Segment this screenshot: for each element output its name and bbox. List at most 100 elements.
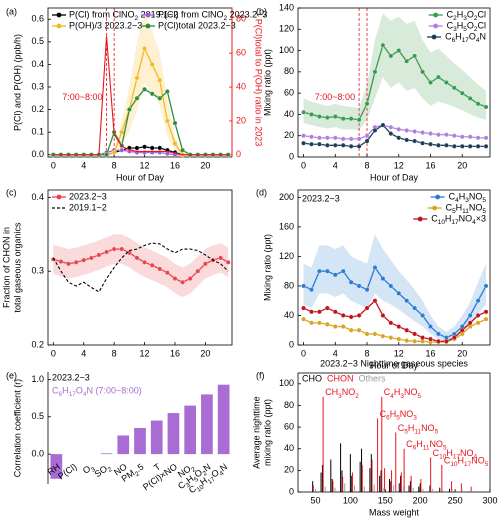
data-point xyxy=(388,320,394,326)
data-point xyxy=(420,130,425,135)
x-tick-label: 100 xyxy=(343,495,358,505)
y-tick-label: 120 xyxy=(279,24,294,34)
data-point xyxy=(428,336,433,342)
legend-label: 2019.1~2 xyxy=(69,202,107,212)
data-point xyxy=(325,115,330,120)
x-tick-label: 20 xyxy=(457,160,467,170)
data-point xyxy=(301,140,306,146)
y-tick-label: 80 xyxy=(284,66,294,76)
y-tick-label: 20 xyxy=(284,465,294,475)
data-point xyxy=(348,279,354,285)
data-point xyxy=(309,134,314,140)
y-axis-label: Correlation coefficient (r) xyxy=(12,379,22,477)
panel-label: (d) xyxy=(256,187,267,197)
data-point xyxy=(81,257,87,263)
data-point xyxy=(459,134,465,140)
data-point xyxy=(404,58,410,64)
data-point xyxy=(475,101,481,107)
data-point xyxy=(380,313,386,318)
data-point xyxy=(420,313,425,318)
x-axis-label: Hour of Day xyxy=(370,360,419,370)
y-tick-label: 0 xyxy=(289,486,294,496)
data-point xyxy=(340,116,346,122)
data-point xyxy=(348,116,354,122)
data-point xyxy=(332,309,338,315)
data-point xyxy=(157,266,163,272)
annotation: C6H17O4N (7:00~8:00) xyxy=(52,385,142,398)
legend-entry: P(Cl) from ClNO2 2023.2~3 xyxy=(141,9,267,22)
y-tick-label: 40 xyxy=(284,109,294,119)
data-point xyxy=(420,69,425,75)
data-point xyxy=(317,268,322,274)
data-point xyxy=(412,129,417,134)
data-point xyxy=(444,142,449,148)
y-tick-label: 20 xyxy=(284,130,294,140)
x-tick-label: P(Cl)×NO xyxy=(141,462,179,493)
y-tick-label: 0.5 xyxy=(31,36,44,46)
y-tick-label: 1.0 xyxy=(31,374,44,384)
y-tick-label: 60 xyxy=(284,88,294,98)
x-tick-label: 8 xyxy=(365,348,370,358)
data-point xyxy=(301,133,306,139)
data-point xyxy=(195,268,201,274)
y-tick-label: 200 xyxy=(279,192,294,202)
y-tick-label: 120 xyxy=(279,251,294,261)
legend-entry: C6H17O4N xyxy=(427,31,486,44)
y-axis-label: P(Cl) and P(OH) (ppb/h) xyxy=(12,34,22,131)
data-point xyxy=(203,261,208,267)
y-tick-label: 0.2 xyxy=(31,104,44,114)
peak-label: CH3NO2 xyxy=(325,387,359,400)
data-point xyxy=(396,135,402,141)
data-point xyxy=(364,305,370,311)
data-point xyxy=(396,48,402,53)
y-tick-label: 60 xyxy=(284,421,294,431)
y-axis-label: Mixing ratio (ppt) xyxy=(262,49,272,116)
data-point xyxy=(309,320,314,326)
data-point xyxy=(412,305,417,311)
series-line xyxy=(53,146,229,156)
data-point xyxy=(340,324,346,329)
x-tick-label: 4 xyxy=(333,160,338,170)
data-point xyxy=(436,142,441,148)
error-band xyxy=(53,234,229,298)
data-point xyxy=(301,305,306,311)
data-point xyxy=(340,313,346,318)
data-point xyxy=(459,144,465,149)
y-tick-label: 0.6 xyxy=(31,14,44,24)
legend-marker xyxy=(56,23,62,29)
y2-tick-label: 0 xyxy=(236,149,241,159)
error-band xyxy=(53,14,229,155)
x-tick-label: 12 xyxy=(140,160,150,170)
x-tick-label: 150 xyxy=(378,495,393,505)
panel-label: (b) xyxy=(256,6,267,16)
legend-entry: C10H17NO4×3 xyxy=(413,213,486,226)
y-axis-label: total gaseous organics xyxy=(12,222,22,313)
data-point xyxy=(475,135,481,141)
y-tick-label: 80 xyxy=(284,280,294,290)
data-point xyxy=(332,114,338,119)
data-point xyxy=(325,268,330,274)
data-point xyxy=(436,132,441,137)
data-point xyxy=(58,259,64,264)
y-tick-label: 100 xyxy=(279,378,294,388)
data-point xyxy=(149,262,155,268)
x-tick-label: 16 xyxy=(425,160,435,170)
legend-label: 2023.2~3 xyxy=(69,191,107,201)
data-point xyxy=(332,272,338,278)
y-tick-label: 0 xyxy=(289,339,294,349)
legend-marker xyxy=(433,12,439,18)
y-axis-label: mixing ratio (ppt) xyxy=(262,399,272,466)
data-point xyxy=(127,107,132,112)
data-point xyxy=(467,144,473,149)
y-tick-label: 160 xyxy=(279,221,294,231)
highlight-label: 7:00~8:00 xyxy=(315,92,355,102)
legend-marker xyxy=(145,12,151,18)
data-point xyxy=(428,80,433,85)
bar xyxy=(50,454,63,479)
data-point xyxy=(364,331,370,337)
data-point xyxy=(436,338,441,344)
data-point xyxy=(372,298,378,304)
data-point xyxy=(412,138,417,144)
data-point xyxy=(218,255,223,261)
